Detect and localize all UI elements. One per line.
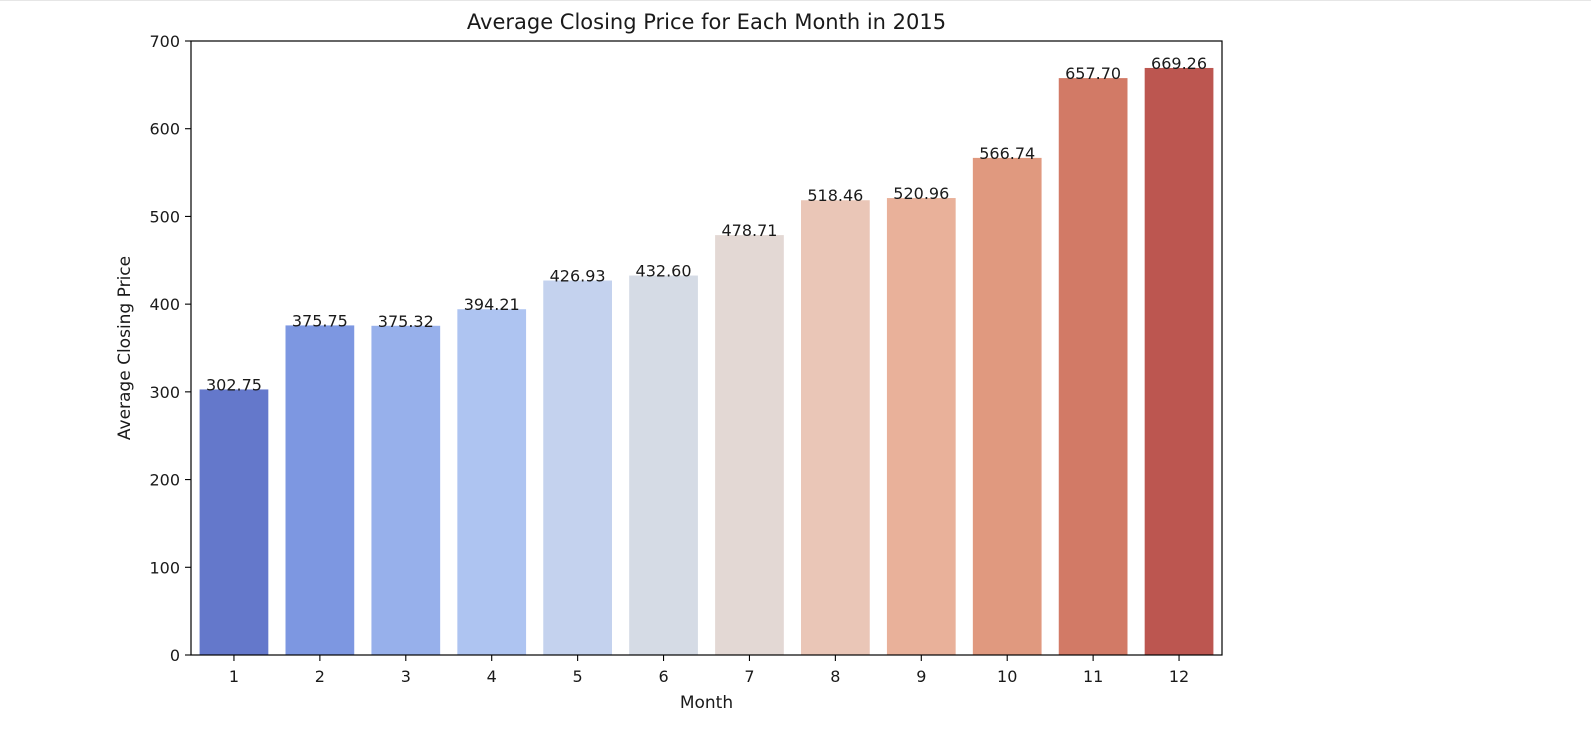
bar-month-9 [886,198,956,656]
bar-value-label: 426.93 [550,267,606,286]
bar-month-5 [543,280,612,655]
x-tick-label: 8 [830,667,840,686]
bar-month-1 [199,389,269,655]
bar-value-label: 566.74 [979,144,1035,163]
x-tick-label: 2 [315,667,325,686]
x-axis-label: Month [680,693,733,713]
bar-value-label: 518.46 [807,186,863,205]
bar-value-label: 302.75 [206,375,262,394]
y-axis: 0 100 200 300 400 500 600 700 [149,32,191,665]
bar-value-label: 657.70 [1065,64,1121,83]
chart-title: Average Closing Price for Each Month in … [467,10,946,34]
bar-value-label: 520.96 [893,184,949,203]
bar-month-2 [285,325,355,655]
bar-value-label: 375.32 [378,312,434,331]
bar-month-8 [801,200,870,655]
bar-value-label: 394.21 [464,295,520,314]
x-tick-label: 12 [1169,667,1189,686]
bar-value-label: 375.75 [292,311,348,330]
bar-series [199,67,1214,656]
bar-value-label: 432.60 [636,262,692,281]
value-labels: 302.75 375.75 375.32 394.21 426.93 432.60 478.… [206,54,1207,394]
bar-month-7 [715,235,784,655]
y-tick-label: 0 [170,646,180,665]
y-tick-label: 300 [149,383,180,402]
y-tick-label: 600 [149,120,180,139]
y-tick-label: 400 [149,295,180,314]
y-tick-label: 100 [149,558,180,577]
x-tick-label: 3 [401,667,411,686]
x-tick-label: 11 [1083,667,1103,686]
x-tick-label: 9 [916,667,926,686]
y-tick-label: 700 [149,32,180,51]
bar-month-11 [1058,78,1128,655]
bar-month-4 [457,309,527,655]
bar-value-label: 478.71 [721,221,777,240]
bar-month-6 [629,275,698,655]
y-tick-label: 200 [149,471,180,490]
plot-border [190,40,1223,656]
x-axis: 1 2 3 4 5 6 7 8 9 10 11 12 [229,655,1189,686]
y-tick-label: 500 [149,207,180,226]
bar-month-10 [972,157,1042,655]
x-tick-label: 5 [573,667,583,686]
bar-month-3 [371,325,441,655]
bar-value-label: 669.26 [1151,54,1207,73]
y-axis-label: Average Closing Price [115,256,135,440]
bar-month-12 [1144,67,1214,655]
x-tick-label: 6 [658,667,668,686]
top-divider [0,0,1591,1]
x-tick-label: 10 [997,667,1017,686]
x-tick-label: 4 [487,667,497,686]
x-tick-label: 7 [744,667,754,686]
x-tick-label: 1 [229,667,239,686]
